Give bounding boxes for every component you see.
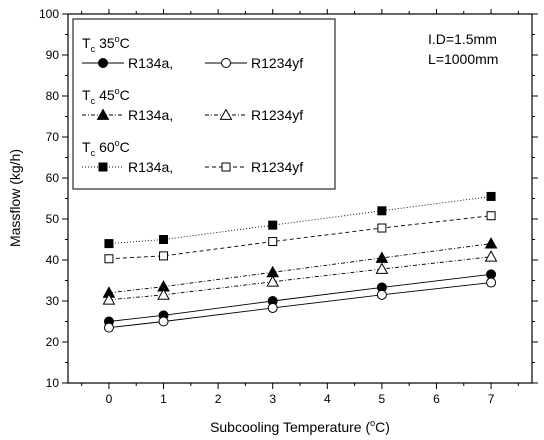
data-point-2-3 [375,251,389,263]
x-tick-label-7: 7 [488,392,495,406]
data-point-5-1 [159,251,169,261]
y-axis-title: Massflow (kg/h) [7,149,23,247]
data-point-3-1 [157,288,170,300]
legend-group-sub-0: c [91,44,96,54]
x-tick-label-0: 0 [106,392,113,406]
legend-group-unit-1: C [120,87,130,103]
legend-group-deg-0: o [115,34,120,44]
legend-label-4: R134a, [128,159,173,175]
data-point-3-0 [102,293,116,305]
legend-group-title-1: Tc 45oC [82,86,130,106]
data-point-1-1 [158,316,169,327]
data-point-5-3 [377,223,387,233]
legend-marker-0 [98,58,108,68]
legend-group-deg-1: o [115,86,120,96]
data-point-1-0 [103,322,114,333]
legend-label-2: R134a, [128,107,173,123]
data-point-1-2 [267,302,278,313]
annotation-id: I.D=1.5mm [428,31,497,47]
legend-marker-5 [221,162,231,172]
data-point-1-4 [486,277,497,288]
legend-label-1: R1234yf [251,55,303,71]
y-tick-label-40: 40 [46,253,60,267]
legend-marker-1 [221,58,231,68]
y-tick-label-30: 30 [46,294,60,308]
legend-group-t-0: T [82,35,91,51]
legend-group-deg-2: o [115,138,120,148]
legend-group-unit-0: C [120,35,130,51]
y-tick-label-70: 70 [46,130,60,144]
legend-group-t-2: T [82,139,91,155]
legend-group-temp-2: 60 [99,139,115,155]
y-tick-label-10: 10 [46,376,60,390]
data-point-5-0 [104,254,114,264]
data-point-0-4 [486,269,497,280]
y-tick-label-80: 80 [46,89,60,103]
data-point-5-4 [486,211,496,221]
legend-group-temp-0: 35 [99,35,115,51]
legend-group-temp-1: 45 [99,87,115,103]
data-point-5-2 [268,237,278,247]
x-tick-label-6: 6 [433,392,440,406]
legend-group-title-2: Tc 60oC [82,138,130,158]
x-tick-label-5: 5 [379,392,386,406]
data-point-3-2 [266,275,280,287]
data-point-4-4 [486,191,496,201]
data-point-4-2 [268,220,278,230]
legend-marker-4 [98,162,108,172]
y-tick-label-100: 100 [39,7,59,21]
data-point-4-0 [104,239,114,249]
data-point-2-4 [484,237,498,249]
y-tick-label-20: 20 [46,335,60,349]
legend-group-t-1: T [82,87,91,103]
data-point-4-1 [159,235,169,244]
legend-group-title-0: Tc 35oC [82,34,130,54]
y-tick-label-90: 90 [46,48,60,62]
x-axis-title: Subcooling Temperature (oC) [210,418,390,435]
y-tick-label-50: 50 [46,212,60,226]
data-point-1-3 [376,289,387,300]
legend-box [72,18,336,190]
legend-label-3: R1234yf [251,107,303,123]
x-tick-label-3: 3 [269,392,276,406]
legend-marker-3 [219,108,233,120]
legend-label-5: R1234yf [251,159,303,175]
data-point-4-3 [377,206,387,216]
data-point-3-3 [375,262,389,274]
legend-marker-2 [96,108,110,120]
legend-group-unit-2: C [120,139,130,155]
data-point-3-4 [484,250,498,262]
x-tick-label-2: 2 [215,392,222,406]
y-tick-label-60: 60 [46,171,60,185]
legend-group-sub-2: c [91,148,96,158]
x-tick-label-4: 4 [324,392,331,406]
annotation-length: L=1000mm [428,51,498,67]
legend-label-0: R134a, [128,55,173,71]
series-line-4 [108,196,492,245]
x-tick-label-1: 1 [160,392,167,406]
legend-group-sub-1: c [91,96,96,106]
